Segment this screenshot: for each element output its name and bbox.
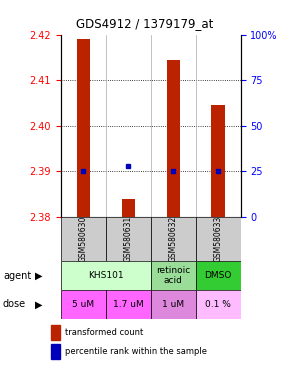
Bar — [106, 290, 151, 319]
Text: ▶: ▶ — [35, 299, 42, 310]
Text: percentile rank within the sample: percentile rank within the sample — [65, 347, 207, 356]
Text: 0.1 %: 0.1 % — [205, 300, 231, 309]
Text: GSM580632: GSM580632 — [169, 216, 178, 262]
Text: GDS4912 / 1379179_at: GDS4912 / 1379179_at — [76, 17, 214, 30]
Text: 5 uM: 5 uM — [72, 300, 95, 309]
Text: retinoic
acid: retinoic acid — [156, 266, 191, 285]
Text: GSM580633: GSM580633 — [214, 216, 223, 262]
Bar — [151, 290, 196, 319]
Bar — [77, 39, 90, 217]
Bar — [196, 290, 241, 319]
Text: dose: dose — [3, 299, 26, 310]
Text: 1.7 uM: 1.7 uM — [113, 300, 144, 309]
Bar — [166, 60, 180, 217]
Bar — [196, 217, 241, 261]
Bar — [151, 261, 196, 290]
Bar — [211, 105, 225, 217]
Text: GSM580631: GSM580631 — [124, 216, 133, 262]
Bar — [50, 344, 60, 359]
Bar — [50, 325, 60, 340]
Text: ▶: ▶ — [35, 270, 42, 281]
Bar — [122, 199, 135, 217]
Bar — [196, 261, 241, 290]
Bar — [61, 290, 106, 319]
Text: transformed count: transformed count — [65, 328, 144, 337]
Bar — [61, 261, 151, 290]
Text: agent: agent — [3, 270, 31, 281]
Text: 1 uM: 1 uM — [162, 300, 184, 309]
Text: DMSO: DMSO — [204, 271, 232, 280]
Bar — [151, 217, 196, 261]
Text: GSM580630: GSM580630 — [79, 216, 88, 262]
Text: KHS101: KHS101 — [88, 271, 124, 280]
Bar — [61, 217, 106, 261]
Bar — [106, 217, 151, 261]
